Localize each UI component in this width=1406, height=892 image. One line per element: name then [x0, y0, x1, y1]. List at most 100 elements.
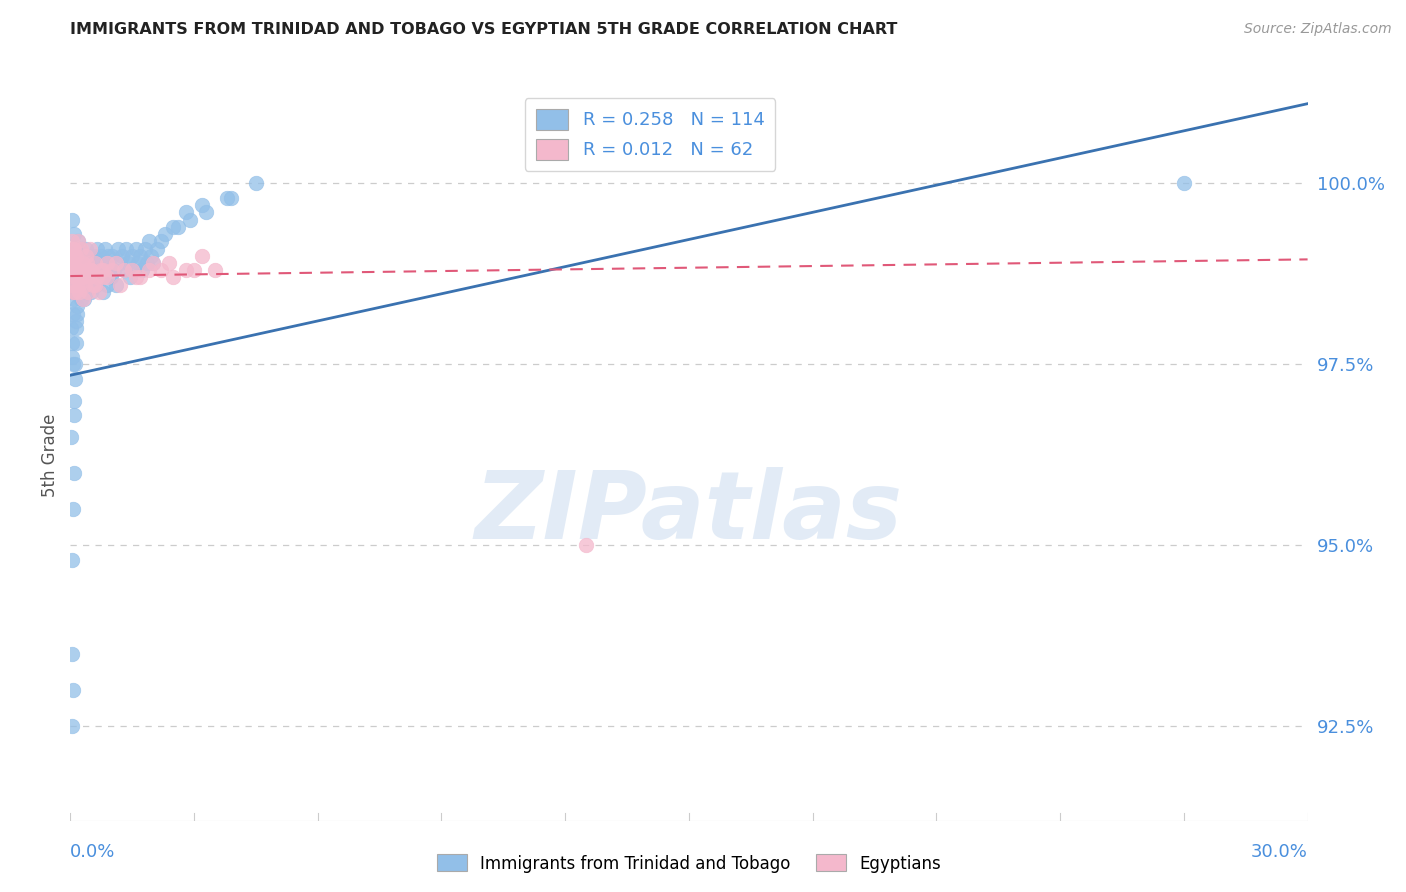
Point	[60, 335, 83, 350]
Point	[67, 270, 90, 285]
Point	[72, 270, 94, 285]
Point	[87, 256, 110, 270]
Point	[204, 263, 226, 277]
Point	[131, 263, 153, 277]
Point	[69, 256, 91, 270]
Point	[65, 263, 87, 277]
Point	[162, 270, 184, 285]
Point	[65, 263, 87, 277]
Point	[80, 263, 103, 277]
Point	[66, 285, 89, 299]
Point	[104, 256, 127, 270]
Point	[60, 647, 83, 661]
Text: ZIPatlas: ZIPatlas	[475, 467, 903, 559]
Text: 30.0%: 30.0%	[1251, 843, 1308, 861]
Text: Source: ZipAtlas.com: Source: ZipAtlas.com	[1244, 22, 1392, 37]
Point	[142, 256, 165, 270]
Point	[60, 553, 83, 567]
Point	[108, 256, 131, 270]
Point	[77, 270, 100, 285]
Point	[80, 285, 103, 299]
Point	[103, 263, 125, 277]
Point	[104, 277, 127, 292]
Point	[80, 263, 103, 277]
Point	[100, 249, 122, 263]
Point	[63, 277, 86, 292]
Point	[63, 256, 86, 270]
Point	[157, 256, 180, 270]
Point	[70, 277, 93, 292]
Point	[66, 300, 89, 314]
Point	[150, 234, 173, 248]
Point	[91, 270, 114, 285]
Legend: Immigrants from Trinidad and Tobago, Egyptians: Immigrants from Trinidad and Tobago, Egy…	[430, 847, 948, 880]
Point	[215, 191, 238, 205]
Point	[125, 242, 148, 256]
Legend: R = 0.258   N = 114, R = 0.012   N = 62: R = 0.258 N = 114, R = 0.012 N = 62	[524, 98, 775, 170]
Point	[65, 249, 87, 263]
Point	[86, 270, 108, 285]
Point	[62, 358, 84, 372]
Point	[138, 263, 160, 277]
Point	[96, 270, 118, 285]
Point	[65, 270, 87, 285]
Point	[65, 314, 87, 328]
Point	[60, 285, 83, 299]
Point	[146, 242, 169, 256]
Point	[65, 285, 87, 299]
Point	[91, 263, 114, 277]
Point	[65, 270, 87, 285]
Point	[66, 277, 89, 292]
Point	[112, 263, 135, 277]
Point	[67, 263, 90, 277]
Point	[134, 242, 156, 256]
Point	[70, 270, 93, 285]
Point	[89, 270, 111, 285]
Point	[72, 256, 94, 270]
Point	[60, 430, 83, 444]
Point	[76, 277, 98, 292]
Point	[70, 256, 93, 270]
Point	[91, 285, 114, 299]
Point	[84, 256, 107, 270]
Point	[60, 277, 83, 292]
Point	[1173, 177, 1195, 191]
Point	[122, 263, 145, 277]
Point	[84, 277, 107, 292]
Point	[60, 234, 83, 248]
Point	[62, 307, 84, 321]
Point	[135, 256, 157, 270]
Point	[77, 263, 100, 277]
Point	[66, 277, 89, 292]
Point	[62, 242, 84, 256]
Point	[93, 256, 115, 270]
Point	[63, 393, 86, 408]
Point	[63, 372, 86, 386]
Point	[82, 277, 104, 292]
Point	[69, 292, 91, 306]
Point	[98, 263, 121, 277]
Point	[174, 263, 197, 277]
Point	[111, 249, 134, 263]
Point	[90, 249, 112, 263]
Point	[67, 285, 90, 299]
Point	[72, 249, 94, 263]
Point	[174, 205, 197, 219]
Point	[73, 263, 96, 277]
Point	[83, 249, 105, 263]
Point	[179, 212, 201, 227]
Point	[575, 538, 598, 552]
Point	[195, 205, 218, 219]
Point	[120, 270, 142, 285]
Point	[127, 256, 149, 270]
Text: IMMIGRANTS FROM TRINIDAD AND TOBAGO VS EGYPTIAN 5TH GRADE CORRELATION CHART: IMMIGRANTS FROM TRINIDAD AND TOBAGO VS E…	[70, 22, 897, 37]
Point	[142, 256, 165, 270]
Point	[117, 256, 139, 270]
Point	[63, 256, 86, 270]
Point	[138, 234, 160, 248]
Point	[166, 219, 188, 234]
Point	[75, 285, 97, 299]
Point	[69, 242, 91, 256]
Point	[82, 270, 104, 285]
Point	[100, 263, 122, 277]
